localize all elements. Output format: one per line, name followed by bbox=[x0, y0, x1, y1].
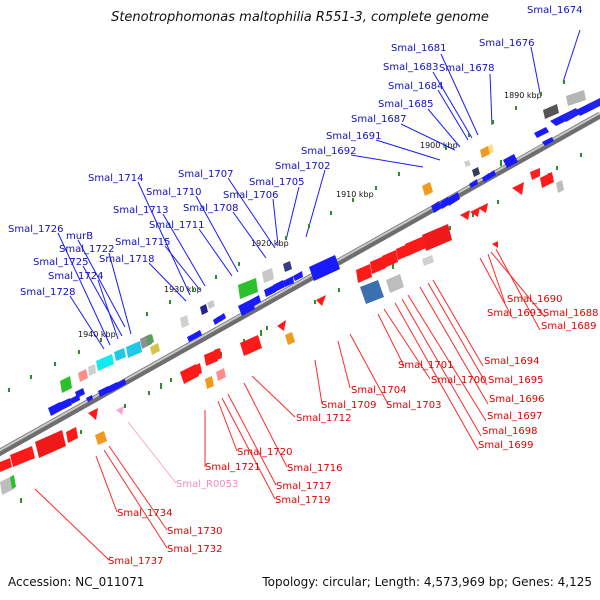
genome-backbone bbox=[0, 111, 600, 457]
gene-label-smal-1732[interactable]: Smal_1732 bbox=[167, 544, 222, 555]
gene-label-smal-1695[interactable]: Smal_1695 bbox=[488, 375, 543, 386]
gene-label-smal-1702[interactable]: Smal_1702 bbox=[275, 161, 330, 172]
kbp-mark-1930: 1930 kbp bbox=[164, 285, 202, 294]
minus-strand-genes bbox=[0, 168, 554, 472]
gene-label-smal-1730[interactable]: Smal_1730 bbox=[167, 526, 222, 537]
gene-label-smal-1688[interactable]: Smal_1688 bbox=[543, 308, 598, 319]
gene-blocks bbox=[0, 90, 586, 495]
gene-label-smal-1690[interactable]: Smal_1690 bbox=[507, 294, 562, 305]
kbp-mark-1910: 1910 kbp bbox=[336, 190, 374, 199]
kbp-scale: 1890 kbp 1900 kbp 1910 kbp 1920 kbp 1930… bbox=[78, 91, 542, 339]
plus-strand-genes bbox=[48, 98, 600, 416]
gene-label-smal-1687[interactable]: Smal_1687 bbox=[351, 114, 406, 125]
gene-label-smal-1681[interactable]: Smal_1681 bbox=[391, 43, 446, 54]
plus-leader-lines bbox=[57, 29, 581, 350]
rna-gene bbox=[116, 406, 124, 415]
gene-label-smal-1704[interactable]: Smal_1704 bbox=[351, 385, 406, 396]
gene-label-smal-1719[interactable]: Smal_1719 bbox=[275, 495, 330, 506]
gene-label-smal-1705[interactable]: Smal_1705 bbox=[249, 177, 304, 188]
gene-label-smal-1674[interactable]: Smal_1674 bbox=[527, 5, 582, 16]
gene-label-smal-1721[interactable]: Smal_1721 bbox=[205, 462, 260, 473]
accession-text: Accession: NC_011071 bbox=[8, 575, 144, 589]
gene-label-smal-1728[interactable]: Smal_1728 bbox=[20, 287, 75, 298]
gene-label-smal-r0053[interactable]: Smal_R0053 bbox=[176, 479, 238, 490]
genome-backbone-highlight bbox=[0, 112, 600, 452]
gene-label-smal-1703[interactable]: Smal_1703 bbox=[386, 400, 441, 411]
gene-label-murb[interactable]: murB bbox=[66, 231, 93, 242]
gene-label-smal-1693[interactable]: Smal_1693 bbox=[487, 308, 542, 319]
minus-leader-lines bbox=[34, 248, 546, 561]
gene-label-smal-1699[interactable]: Smal_1699 bbox=[478, 440, 533, 451]
gene-label-smal-1692[interactable]: Smal_1692 bbox=[301, 146, 356, 157]
gene-label-smal-1726[interactable]: Smal_1726 bbox=[8, 224, 63, 235]
gene-label-smal-1713[interactable]: Smal_1713 bbox=[113, 205, 168, 216]
gene-label-smal-1685[interactable]: Smal_1685 bbox=[378, 99, 433, 110]
gene-label-smal-1714[interactable]: Smal_1714 bbox=[88, 173, 143, 184]
gene-label-smal-1701[interactable]: Smal_1701 bbox=[398, 360, 453, 371]
map-title: Stenotrophomonas maltophilia R551-3, com… bbox=[111, 10, 489, 25]
gene-label-smal-1697[interactable]: Smal_1697 bbox=[487, 411, 542, 422]
gene-label-smal-1737[interactable]: Smal_1737 bbox=[108, 556, 163, 567]
kbp-mark-1890: 1890 kbp bbox=[504, 91, 542, 100]
kbp-mark-1940: 1940 kbp bbox=[78, 330, 116, 339]
gene-label-smal-1689[interactable]: Smal_1689 bbox=[541, 321, 596, 332]
topology-text: Topology: circular; Length: 4,573,969 bp… bbox=[261, 575, 592, 589]
plus-strand-labels: Smal_1674 Smal_1676 Smal_1678 Smal_1681 … bbox=[8, 5, 582, 298]
gene-label-smal-1711[interactable]: Smal_1711 bbox=[149, 220, 204, 231]
gene-label-smal-1720[interactable]: Smal_1720 bbox=[237, 447, 292, 458]
gene-label-smal-1722[interactable]: Smal_1722 bbox=[59, 244, 114, 255]
kbp-mark-1900: 1900 kbp bbox=[420, 141, 458, 150]
rna-leader-line bbox=[127, 421, 177, 484]
gene-label-smal-1716[interactable]: Smal_1716 bbox=[287, 463, 342, 474]
gene-label-smal-1684[interactable]: Smal_1684 bbox=[388, 81, 443, 92]
gene-label-smal-1683[interactable]: Smal_1683 bbox=[383, 62, 438, 73]
gene-label-smal-1717[interactable]: Smal_1717 bbox=[276, 481, 331, 492]
gene-label-smal-1710[interactable]: Smal_1710 bbox=[146, 187, 201, 198]
gene-label-smal-1708[interactable]: Smal_1708 bbox=[183, 203, 238, 214]
gene-label-smal-1696[interactable]: Smal_1696 bbox=[489, 394, 544, 405]
gene-label-smal-1725[interactable]: Smal_1725 bbox=[33, 257, 88, 268]
gene-label-smal-1706[interactable]: Smal_1706 bbox=[223, 190, 278, 201]
gene-label-smal-1691[interactable]: Smal_1691 bbox=[326, 131, 381, 142]
gene-label-smal-1712[interactable]: Smal_1712 bbox=[296, 413, 351, 424]
gene-label-smal-1676[interactable]: Smal_1676 bbox=[479, 38, 534, 49]
gene-label-smal-1698[interactable]: Smal_1698 bbox=[482, 426, 537, 437]
gene-label-smal-1707[interactable]: Smal_1707 bbox=[178, 169, 233, 180]
gene-label-smal-1694[interactable]: Smal_1694 bbox=[484, 356, 539, 367]
gene-label-smal-1718[interactable]: Smal_1718 bbox=[99, 254, 154, 265]
gene-label-smal-1700[interactable]: Smal_1700 bbox=[431, 375, 486, 386]
kbp-mark-1920: 1920 kbp bbox=[251, 239, 289, 248]
gene-label-smal-1709[interactable]: Smal_1709 bbox=[321, 400, 376, 411]
gene-label-smal-1678[interactable]: Smal_1678 bbox=[439, 63, 494, 74]
gene-label-smal-1724[interactable]: Smal_1724 bbox=[48, 271, 103, 282]
gene-label-smal-1734[interactable]: Smal_1734 bbox=[117, 508, 172, 519]
minus-strand-labels: Smal_1688 Smal_1689 Smal_1690 Smal_1693 … bbox=[108, 294, 598, 567]
gene-label-smal-1715[interactable]: Smal_1715 bbox=[115, 237, 170, 248]
